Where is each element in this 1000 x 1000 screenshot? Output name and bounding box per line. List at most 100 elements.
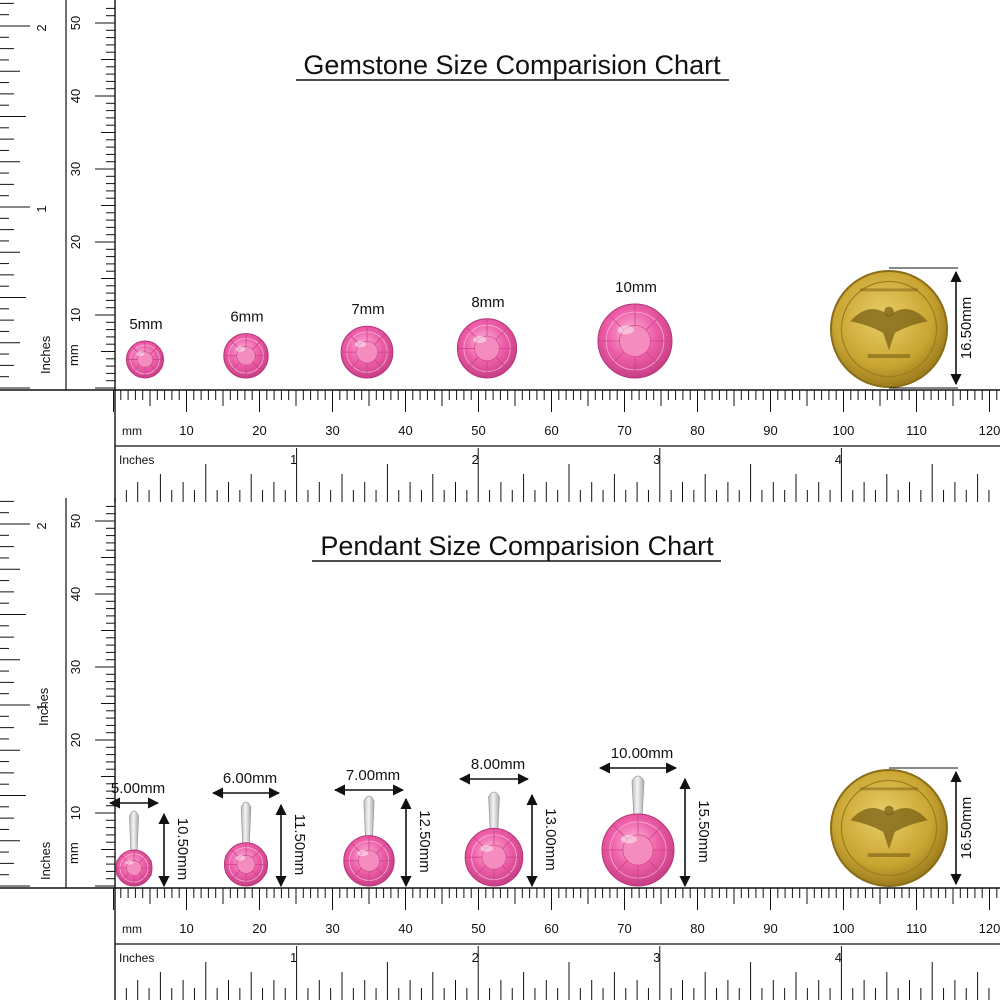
inch-tick-label: 1 xyxy=(290,452,297,467)
mm-tick-label: 100 xyxy=(833,423,855,438)
coin-height-label: 16.50mm xyxy=(958,297,975,360)
gem-facet xyxy=(495,356,508,370)
mm-tick-label: 60 xyxy=(544,921,558,936)
inch-tick-label: 2 xyxy=(472,950,479,965)
coin-legend-bar xyxy=(860,288,918,292)
mm-tick-label: 120 xyxy=(979,423,1000,438)
gem-facet xyxy=(376,868,387,879)
mm-tick-label: 40 xyxy=(398,423,412,438)
left-mm-ruler: 10 20 30 40 50 xyxy=(65,0,116,502)
mm-tick-label: 20 xyxy=(252,921,266,936)
pendant-height-label: 15.50mm xyxy=(695,800,712,863)
gemstone-size-label: 5mm xyxy=(129,316,162,333)
gem-facet xyxy=(139,873,147,881)
mm-tick-label: 30 xyxy=(325,921,339,936)
gemstone xyxy=(126,340,164,379)
pendant-width-label: 10.00mm xyxy=(611,745,674,762)
pendant-bail xyxy=(631,775,645,819)
gem-facet xyxy=(609,351,625,367)
left-inch-ruler: 12 xyxy=(0,2,49,389)
gem-facet xyxy=(230,362,240,372)
coin-eagle xyxy=(850,807,928,850)
pendant-height-label: 13.00mm xyxy=(542,808,559,871)
gemstone-size-label: 6mm xyxy=(230,309,263,326)
pendant-gemstone xyxy=(115,849,153,887)
gem-highlight xyxy=(136,351,145,357)
gem-facet xyxy=(502,865,515,878)
gem-facet xyxy=(645,351,661,367)
coin-inner-ring xyxy=(840,280,938,378)
left-inch-ruler: 12 xyxy=(0,500,49,887)
gem-facet xyxy=(648,860,664,876)
gem-facet xyxy=(609,315,625,331)
gemstone-size-label: 7mm xyxy=(351,301,384,318)
gem-highlight xyxy=(473,335,487,344)
pendant-width-label: 6.00mm xyxy=(223,770,277,787)
vertical-mm-tick-label: 20 xyxy=(68,235,83,249)
left-mm-ruler: 10 20 30 40 50 xyxy=(65,498,116,1000)
coin-eagle-head xyxy=(884,306,894,317)
pendant: 5.00mm 10.50mm xyxy=(108,780,191,888)
pendant-height-label: 12.50mm xyxy=(416,810,433,873)
gem-facet xyxy=(648,824,664,840)
vertical-mm-tick-label: 50 xyxy=(68,16,83,30)
gem-facet xyxy=(252,340,262,350)
gem-facet xyxy=(230,340,240,350)
gem-facet xyxy=(466,356,479,370)
bottom-mm-ruler: 10 20 30 40 50 60 70 80 90 100 110 120 mm xyxy=(0,887,1000,936)
gemstone xyxy=(456,318,518,379)
gem-highlight xyxy=(125,860,134,865)
gemstone-chart-title: Gemstone Size Comparision Chart xyxy=(303,50,721,80)
pendant-width-label: 7.00mm xyxy=(346,767,400,784)
pendant-chart-title: Pendant Size Comparision Chart xyxy=(320,531,714,561)
coin xyxy=(830,767,962,889)
mm-tick-label: 90 xyxy=(763,921,777,936)
mm-tick-label: 30 xyxy=(325,423,339,438)
mm-tick-label: 120 xyxy=(979,921,1000,936)
gemstone xyxy=(223,333,269,379)
gem-facet xyxy=(121,873,129,881)
mm-tick-label: 70 xyxy=(617,423,631,438)
mm-tick-label: 110 xyxy=(906,423,927,438)
inch-tick-label: 3 xyxy=(653,452,660,467)
vertical-mm-tick-label: 50 xyxy=(68,514,83,528)
gem-facet xyxy=(502,836,515,849)
pendant-row: 5.00mm 10.50mm 6.00mm 11.50mm 7.00mm 12.50mm 8… xyxy=(108,745,712,888)
mm-tick-label: 90 xyxy=(763,423,777,438)
inch-unit-label: Inches xyxy=(119,453,154,467)
mm-tick-label: 70 xyxy=(617,921,631,936)
gem-facet xyxy=(139,855,147,863)
vertical-mm-tick-label: 30 xyxy=(68,162,83,176)
coin-eagle xyxy=(850,308,928,351)
mm-tick-label: 60 xyxy=(544,423,558,438)
coin-legend-bar xyxy=(860,787,918,791)
mm-tick-label: 10 xyxy=(179,921,193,936)
mm-tick-label: 50 xyxy=(471,921,485,936)
gem-facet xyxy=(252,870,262,880)
pendant-width-label: 8.00mm xyxy=(471,756,525,773)
bottom-inch-ruler: 1 2 3 4 Inches xyxy=(114,943,1000,1000)
gemstone-size-label: 8mm xyxy=(471,294,504,311)
gem-facet xyxy=(473,865,486,878)
gemstone-row: 5mm 6mm 7mm 8mm 10mm xyxy=(126,279,673,379)
vertical-mm-tick-label: 10 xyxy=(68,806,83,820)
gemstone-size-label: 10mm xyxy=(615,279,657,296)
inch-tick-label: 1 xyxy=(290,950,297,965)
inch-tick-label: 4 xyxy=(835,452,842,467)
left-inch-axis-label: Inches xyxy=(38,335,53,374)
mm-unit-label: mm xyxy=(122,424,142,438)
gem-facet xyxy=(131,364,140,373)
coin-height-label: 16.50mm xyxy=(958,797,975,860)
pendant-gemstone xyxy=(343,835,395,887)
left-mm-axis-label: mm xyxy=(66,344,81,366)
gem-facet xyxy=(495,327,508,340)
pendant-bail xyxy=(363,795,375,840)
gem-facet xyxy=(351,843,362,854)
vertical-inch-tick-label: 1 xyxy=(34,703,49,710)
gem-facet xyxy=(131,346,140,355)
vertical-mm-tick-label: 10 xyxy=(68,308,83,322)
mm-tick-label: 40 xyxy=(398,921,412,936)
gem-facet xyxy=(351,868,362,879)
